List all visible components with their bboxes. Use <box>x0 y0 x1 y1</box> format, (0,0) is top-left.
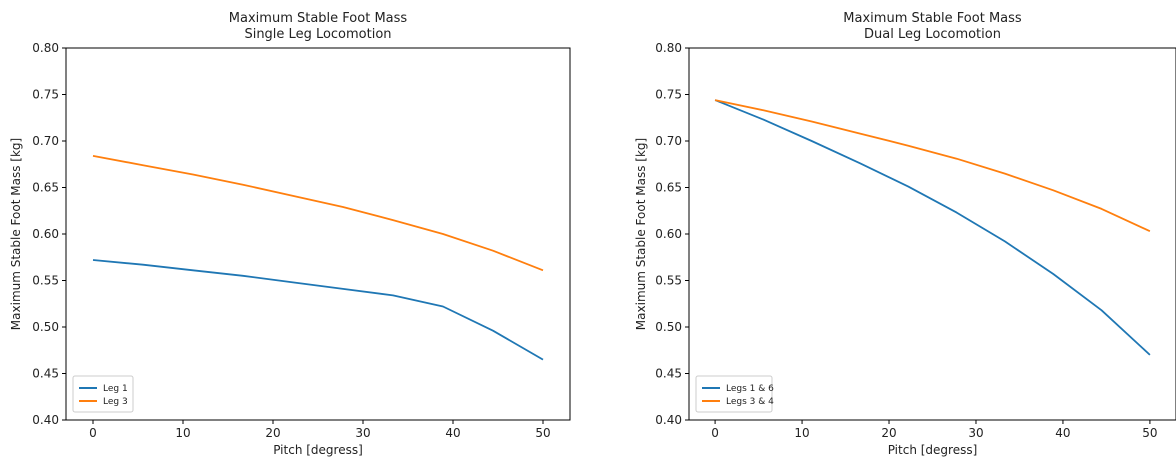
legend-label-2: Legs 3 & 4 <box>726 397 774 407</box>
y-axis-label: Maximum Stable Foot Mass [kg] <box>9 138 23 330</box>
y-tick-label: 0.50 <box>655 320 682 334</box>
series-line-1 <box>92 259 544 361</box>
y-tick-label: 0.65 <box>32 181 59 195</box>
y-tick-label: 0.55 <box>32 274 59 288</box>
x-tick-label: 30 <box>355 426 370 440</box>
series-line-1 <box>714 99 1151 356</box>
x-tick-label: 0 <box>711 426 719 440</box>
legend: Legs 1 & 6 Legs 3 & 4 <box>695 375 774 413</box>
x-axis-label: Pitch [degress] <box>888 443 978 457</box>
x-tick-label: 40 <box>445 426 460 440</box>
y-tick-label: 0.55 <box>655 274 682 288</box>
legend-box <box>72 375 134 413</box>
y-axis-label: Maximum Stable Foot Mass [kg] <box>634 138 648 330</box>
y-tick-label: 0.75 <box>655 88 682 102</box>
y-tick-label: 0.40 <box>32 413 59 427</box>
x-tick-label: 0 <box>89 426 97 440</box>
legend-label-2: Leg 3 <box>103 397 128 407</box>
x-tick-label: 10 <box>794 426 809 440</box>
y-tick-label: 0.40 <box>655 413 682 427</box>
x-tick-label: 50 <box>1142 426 1157 440</box>
y-tick-label: 0.45 <box>655 367 682 381</box>
y-tick-label: 0.70 <box>32 134 59 148</box>
x-tick-label: 20 <box>881 426 896 440</box>
series-line-2 <box>714 99 1151 233</box>
chart-title: Maximum Stable Foot Mass <box>229 11 408 26</box>
x-tick-label: 10 <box>175 426 190 440</box>
plot-frame <box>688 47 1176 421</box>
x-tick-label: 30 <box>968 426 983 440</box>
y-tick-label: 0.70 <box>655 134 682 148</box>
chart-title: Maximum Stable Foot Mass <box>843 11 1022 26</box>
y-tick-label: 0.60 <box>32 227 59 241</box>
legend-label-1: Legs 1 & 6 <box>726 384 774 394</box>
y-tick-label: 0.75 <box>32 88 59 102</box>
y-tick-label: 0.80 <box>655 41 682 55</box>
series-line-2 <box>92 155 544 272</box>
y-tick-label: 0.45 <box>32 367 59 381</box>
legend-label-1: Leg 1 <box>103 384 128 394</box>
x-tick-label: 20 <box>265 426 280 440</box>
chart-subtitle: Single Leg Locomotion <box>244 27 391 42</box>
legend-box <box>695 375 773 413</box>
plot-frame <box>65 47 571 421</box>
chart-subtitle: Dual Leg Locomotion <box>864 27 1001 42</box>
y-tick-label: 0.50 <box>32 320 59 334</box>
x-tick-label: 50 <box>535 426 550 440</box>
y-tick-label: 0.65 <box>655 181 682 195</box>
y-tick-label: 0.80 <box>32 41 59 55</box>
legend: Leg 1 Leg 3 <box>72 375 134 413</box>
y-tick-label: 0.60 <box>655 227 682 241</box>
x-tick-label: 40 <box>1055 426 1070 440</box>
x-axis-label: Pitch [degress] <box>273 443 363 457</box>
